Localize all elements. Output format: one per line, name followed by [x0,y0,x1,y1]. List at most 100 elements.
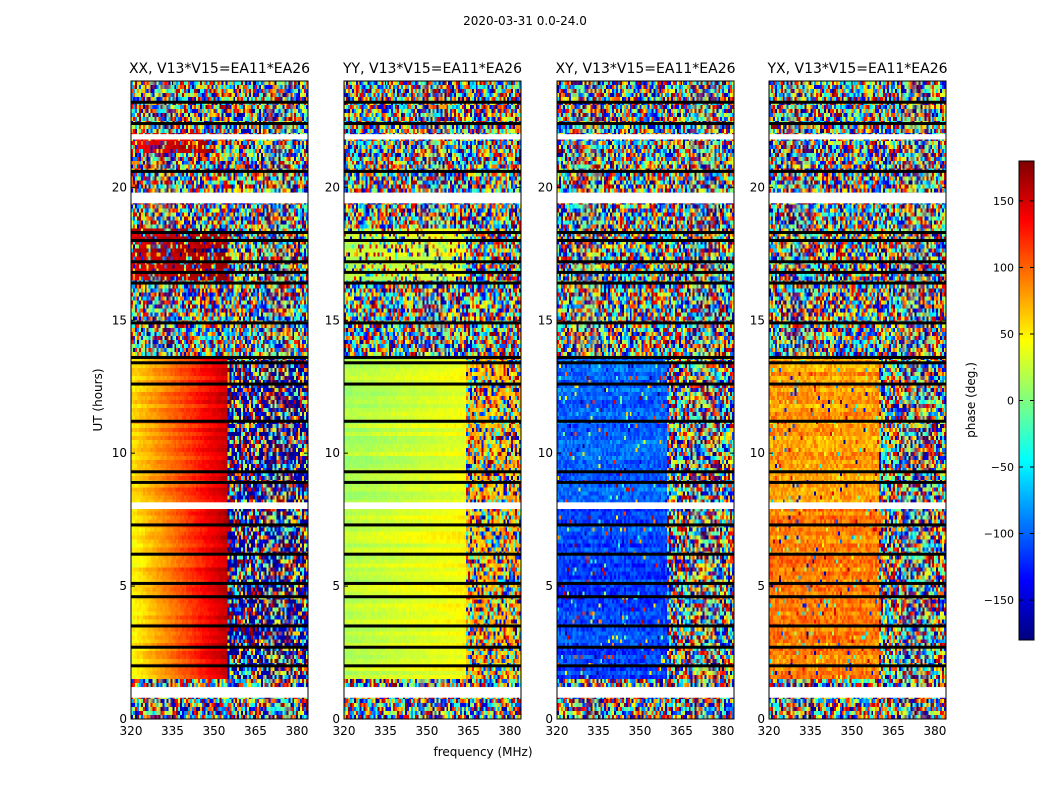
colorbar-tick-label: −50 [991,461,1014,474]
blank-band [131,687,308,698]
y-tick-label: 10 [325,446,340,460]
flagged-row [344,581,521,585]
flagged-row [344,361,521,365]
y-tick-label: 20 [112,180,127,194]
phase-heatmap [344,81,521,719]
colorbar-tick-label: −100 [984,528,1014,541]
colorbar-label: phase (deg.) [964,362,978,438]
flagged-row [131,355,308,359]
blank-band [769,502,946,509]
flagged-row [344,552,521,556]
flagged-row [769,523,946,527]
phase-heatmap [557,81,734,719]
y-tick-label: 10 [750,446,765,460]
x-tick-label: 365 [457,724,480,738]
flagged-row [131,281,308,285]
flagged-row [131,270,308,274]
phase-heatmap [131,81,308,719]
flagged-row [769,664,946,668]
flagged-row [344,260,521,264]
y-tick-label: 15 [112,313,127,327]
flagged-row [131,523,308,527]
flagged-row [344,419,521,423]
flagged-row [344,231,521,235]
flagged-row [344,122,521,126]
panel-1: XX, V13*V15=EA11*EA26 320 335 350 365 380 0 5 10… [112,61,310,738]
colorbar-tick-label: −150 [984,594,1014,607]
flagged-row [769,645,946,649]
y-tick-label: 5 [545,579,553,593]
blank-band [131,192,308,204]
flagged-row [344,624,521,628]
blank-band [557,687,734,698]
panels-group: XX, V13*V15=EA11*EA26 320 335 350 365 380 0 5 10… [112,61,948,738]
phase-heatmap [769,81,946,719]
panel-frame [130,80,309,720]
x-tick-label: 365 [244,724,267,738]
blank-band [557,134,734,140]
blank-band [131,502,308,509]
flagged-row [344,664,521,668]
flagged-row [344,595,521,599]
x-axis-label: frequency (MHz) [433,745,532,759]
x-tick-label: 365 [670,724,693,738]
x-tick-label: 350 [416,724,439,738]
y-tick-label: 15 [538,313,553,327]
y-tick-label: 15 [325,313,340,327]
y-tick-label: 5 [119,579,127,593]
flagged-row [131,231,308,235]
flagged-row [557,361,734,365]
x-tick-label: 350 [629,724,652,738]
flagged-row [131,321,308,325]
x-tick-label: 335 [587,724,610,738]
y-tick-label: 5 [757,579,765,593]
flagged-row [131,624,308,628]
flagged-row [131,470,308,474]
y-tick-label: 20 [325,180,340,194]
flagged-row [557,382,734,386]
x-tick-label: 320 [546,724,569,738]
flagged-row [131,239,308,242]
flagged-row [769,382,946,386]
y-tick-label: 0 [332,712,340,726]
flagged-row [131,382,308,386]
flagged-row [344,470,521,474]
panel-3: XY, V13*V15=EA11*EA26 320 335 350 365 380 0 5 10… [538,61,736,738]
flagged-row [131,169,308,173]
colorbar-tick-label: 0 [1007,395,1014,408]
y-tick-label: 10 [112,446,127,460]
flagged-row [769,281,946,285]
flagged-row [557,169,734,173]
blank-band [769,134,946,140]
panel-frame [556,80,735,720]
flagged-row [344,382,521,386]
figure-suptitle: 2020-03-31 0.0-24.0 [463,14,587,28]
flagged-row [131,581,308,585]
flagged-row [769,270,946,274]
flagged-row [557,122,734,126]
flagged-row [769,355,946,359]
flagged-row [131,552,308,556]
flagged-row [344,281,521,285]
flagged-row [344,239,521,242]
flagged-row [769,122,946,126]
y-tick-label: 10 [538,446,553,460]
flagged-row [557,419,734,423]
flagged-row [769,260,946,264]
flagged-row [557,470,734,474]
blank-band [344,192,521,204]
blank-band [344,687,521,698]
panel-title: YX, V13*V15=EA11*EA26 [766,61,947,77]
panel-title: YY, V13*V15=EA11*EA26 [342,61,522,77]
flagged-row [769,552,946,556]
x-tick-label: 320 [333,724,356,738]
y-tick-label: 0 [757,712,765,726]
flagged-row [557,355,734,359]
flagged-row [344,169,521,173]
y-tick-label: 0 [119,712,127,726]
flagged-row [769,239,946,242]
flagged-row [131,419,308,423]
flagged-row [769,169,946,173]
flagged-row [131,122,308,126]
